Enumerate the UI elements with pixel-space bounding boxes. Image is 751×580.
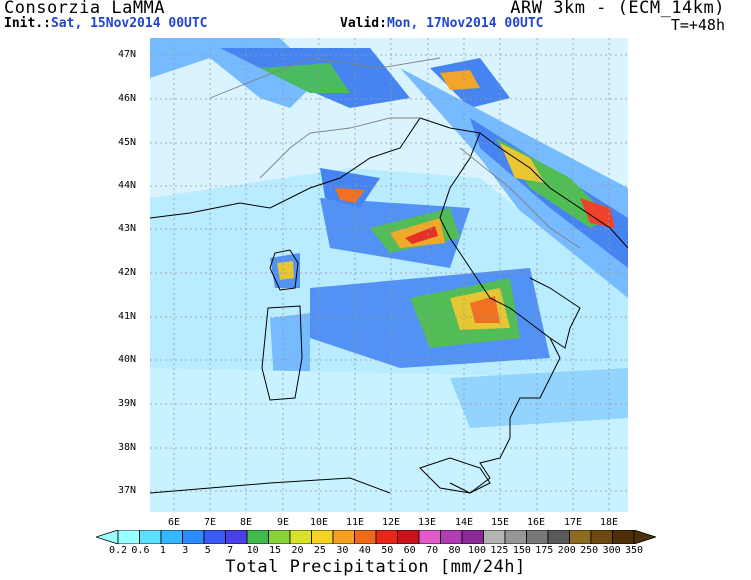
- colorbar-left-arrow: [96, 530, 119, 544]
- colorbar-swatch: [569, 530, 592, 544]
- colorbar-swatch: [526, 530, 549, 544]
- valid-value: Mon, 17Nov2014 00UTC: [386, 16, 544, 31]
- colorbar-swatch: [418, 530, 441, 544]
- lat-label: 47N: [118, 49, 137, 60]
- colorbar-swatch: [268, 530, 291, 544]
- colorbar-level-label: 40: [358, 545, 371, 556]
- organization-title: Consorzia LaMMA: [4, 0, 166, 18]
- colorbar-level-label: 5: [204, 545, 211, 556]
- lon-label: 12E: [382, 517, 401, 528]
- colorbar-swatch: [483, 530, 506, 544]
- init-label: Init.:: [4, 16, 51, 31]
- lat-label: 43N: [118, 223, 137, 234]
- colorbar-level-label: 150: [512, 545, 531, 556]
- colorbar-swatch: [612, 530, 635, 544]
- colorbar-level-label: 200: [557, 545, 576, 556]
- model-title: ARW 3km - (ECM_14km): [510, 0, 725, 18]
- colorbar-level-label: 15: [269, 545, 282, 556]
- graticule: [150, 38, 628, 512]
- colorbar-level-label: 175: [535, 545, 554, 556]
- colorbar-swatch: [182, 530, 205, 544]
- colorbar-right-arrow: [633, 530, 656, 544]
- colorbar-swatch: [203, 530, 226, 544]
- lat-label: 45N: [118, 137, 137, 148]
- precipitation-map: [150, 38, 628, 512]
- lat-label: 42N: [118, 267, 137, 278]
- lon-label: 8E: [240, 517, 253, 528]
- colorbar-level-label: 300: [602, 545, 621, 556]
- colorbar-swatch: [311, 530, 334, 544]
- colorbar-swatch: [461, 530, 484, 544]
- forecast-step: T=+48h: [670, 16, 725, 34]
- valid-block: Valid:Mon, 17Nov2014 00UTC: [340, 16, 544, 31]
- colorbar-level-label: 100: [467, 545, 487, 556]
- colorbar-swatch: [590, 530, 613, 544]
- precipitation-fields: [150, 38, 628, 512]
- lon-label: 17E: [564, 517, 583, 528]
- colorbar-swatch: [397, 530, 420, 544]
- colorbar-swatch: [332, 530, 355, 544]
- colorbar-level-label: 350: [625, 545, 644, 556]
- lat-label: 37N: [118, 485, 137, 496]
- init-value: Sat, 15Nov2014 00UTC: [50, 16, 208, 31]
- lat-label: 40N: [118, 354, 137, 365]
- colorbar-level-label: 70: [426, 545, 439, 556]
- colorbar-level-label: 1: [159, 545, 166, 556]
- lon-label: 14E: [455, 517, 474, 528]
- colorbar-level-label: 60: [403, 545, 416, 556]
- lat-label: 44N: [118, 180, 137, 191]
- colorbar-level-label: 0.6: [131, 545, 150, 556]
- colorbar-level-label: 10: [246, 545, 259, 556]
- init-block: Init.:Sat, 15Nov2014 00UTC: [4, 16, 208, 31]
- colorbar-swatch: [504, 530, 527, 544]
- colorbar-swatch: [440, 530, 463, 544]
- coastlines: [150, 117, 628, 494]
- country-borders: [209, 57, 581, 249]
- colorbar-level-label: 0.2: [109, 545, 128, 556]
- colorbar-swatch: [225, 530, 248, 544]
- colorbar-swatch: [246, 530, 269, 544]
- lat-label: 39N: [118, 398, 137, 409]
- colorbar-swatch: [117, 530, 140, 544]
- lon-label: 9E: [277, 517, 290, 528]
- lon-label: 18E: [600, 517, 619, 528]
- lon-label: 16E: [527, 517, 546, 528]
- colorbar-level-label: 25: [313, 545, 326, 556]
- colorbar-swatch: [160, 530, 183, 544]
- colorbar-level-label: 20: [291, 545, 304, 556]
- colorbar-swatch: [375, 530, 398, 544]
- lat-label: 41N: [118, 311, 137, 322]
- valid-label: Valid:: [340, 16, 387, 31]
- colorbar-level-label: 7: [227, 545, 234, 556]
- colorbar-level-label: 250: [580, 545, 599, 556]
- lat-label: 46N: [118, 93, 137, 104]
- lat-label: 38N: [118, 442, 137, 453]
- colorbar-swatch: [139, 530, 162, 544]
- lon-label: 13E: [418, 517, 437, 528]
- colorbar-swatch: [547, 530, 570, 544]
- colorbar-level-label: 30: [336, 545, 349, 556]
- colorbar-level-label: 125: [490, 545, 509, 556]
- colorbar-title: Total Precipitation [mm/24h]: [225, 557, 526, 577]
- lon-label: 11E: [346, 517, 365, 528]
- colorbar-level-label: 50: [381, 545, 394, 556]
- colorbar-swatch: [354, 530, 377, 544]
- lon-label: 6E: [168, 517, 181, 528]
- lon-label: 10E: [310, 517, 329, 528]
- colorbar: [96, 530, 656, 544]
- lon-label: 15E: [491, 517, 510, 528]
- colorbar-swatch: [289, 530, 312, 544]
- colorbar-level-label: 80: [448, 545, 461, 556]
- lon-label: 7E: [204, 517, 217, 528]
- colorbar-level-label: 3: [182, 545, 189, 556]
